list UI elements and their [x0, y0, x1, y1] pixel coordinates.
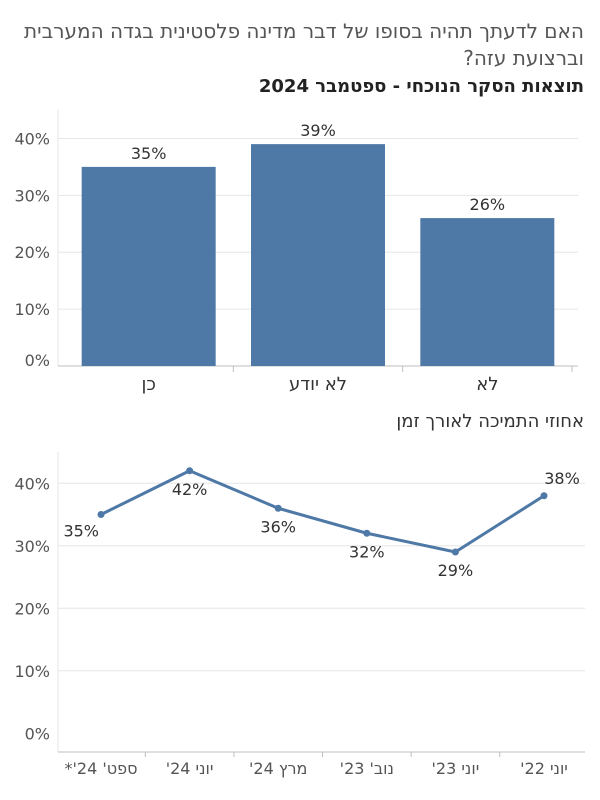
line-y-tick-label: 0%	[25, 724, 50, 743]
line-value-label: 36%	[260, 517, 296, 536]
line-x-tick-label: נוב' 23'	[340, 759, 394, 778]
line-point	[186, 467, 194, 475]
bar-y-tick-label: 30%	[14, 186, 50, 205]
line-chart-title: אחוזי התמיכה לאורך זמן	[396, 411, 584, 432]
bar	[251, 144, 385, 366]
line-x-tick-label: ספט' 24'*	[65, 759, 138, 778]
bar-y-tick-label: 20%	[14, 243, 50, 262]
line-point	[451, 548, 459, 556]
bar-value-label: 26%	[470, 195, 506, 214]
line-point	[274, 504, 282, 512]
line-point	[97, 511, 105, 518]
bar-category-label: כן	[141, 374, 155, 395]
line-value-label: 32%	[349, 542, 385, 561]
line-x-tick-label: יוני 23'	[432, 759, 480, 778]
bar-y-tick-label: 40%	[14, 129, 50, 148]
bar-value-label: 39%	[300, 121, 336, 140]
line-y-tick-label: 10%	[14, 662, 50, 681]
line-y-tick-label: 20%	[14, 599, 50, 618]
support-line	[100, 469, 545, 554]
line-x-tick-label: יוני 22'	[520, 759, 568, 778]
bar	[81, 166, 216, 366]
line-y-tick-label: 40%	[14, 474, 50, 493]
line-point	[363, 529, 371, 537]
line-value-label: 42%	[172, 480, 208, 499]
bar	[420, 218, 555, 366]
bar-y-tick-label: 0%	[25, 351, 50, 370]
bar-y-tick-label: 10%	[14, 300, 50, 319]
line-value-label: 29%	[438, 561, 474, 580]
line-value-label: 38%	[544, 469, 580, 488]
line-y-tick-label: 30%	[14, 537, 50, 556]
bar-category-label: לא	[476, 374, 498, 395]
bar-category-label: לא יודע	[289, 374, 347, 395]
chart-title: האם לדעתך תהיה בסופו של דבר מדינה פלסטינ…	[24, 19, 584, 70]
line-x-tick-label: יוני 24'	[166, 759, 214, 778]
line-x-tick-label: מרץ 24'	[249, 759, 307, 778]
bar-value-label: 35%	[131, 144, 167, 163]
chart-subtitle: תוצאות הסקר הנוכחי - ספטמבר 2024	[258, 76, 584, 97]
line-point	[540, 492, 548, 500]
line-value-label: 35%	[63, 522, 99, 541]
bar-chart: 0% 10% 20% 30% 40% 35% כן 39% לא יודע 26% לא	[14, 110, 578, 395]
